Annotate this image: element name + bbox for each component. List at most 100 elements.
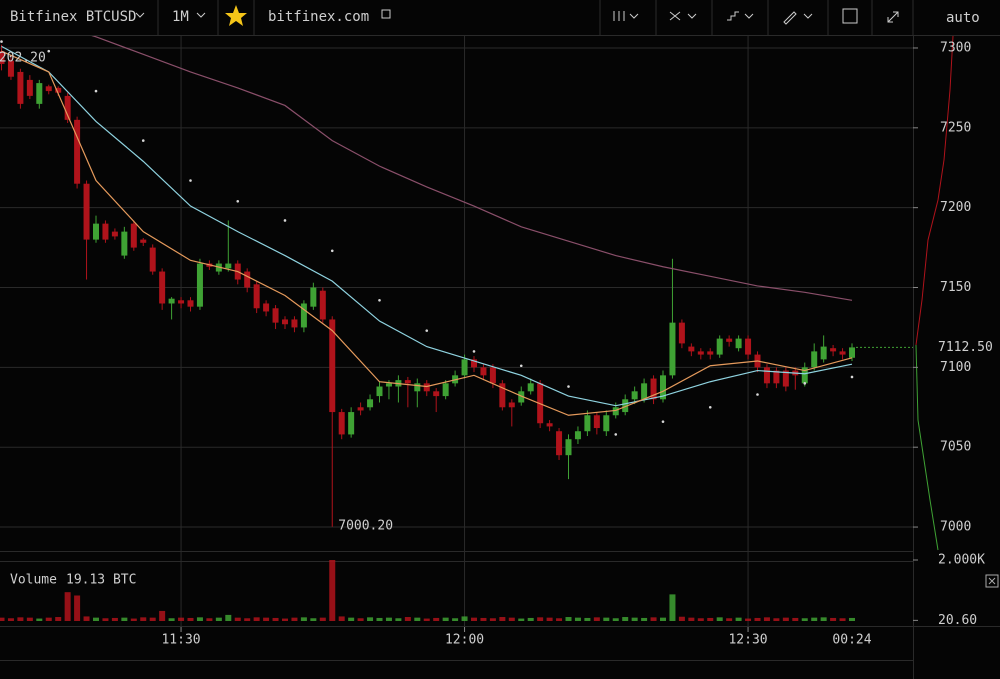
candle-body [36, 83, 43, 104]
volume-bar [414, 617, 421, 621]
candle-body [574, 431, 581, 440]
close-pane-button[interactable] [985, 574, 999, 588]
volume-bar [433, 617, 440, 621]
candle-body [376, 386, 383, 397]
moving-average [1, 50, 853, 416]
toolbar: Bitfinex BTCUSD 1M bitfinex.com auto [0, 0, 1000, 36]
volume-bar [178, 617, 185, 621]
interval-selector[interactable]: 1M [172, 9, 189, 25]
y-tick-label: 7250 [940, 120, 971, 135]
volume-bar [754, 617, 761, 621]
volume-bar [319, 617, 326, 621]
volume-bar [452, 618, 459, 621]
candle-body [631, 391, 638, 400]
sar-dot [236, 199, 240, 203]
moving-average [1, 45, 853, 407]
dropdown-arrow [196, 12, 206, 18]
candle-body [64, 95, 71, 120]
candle-body [801, 367, 808, 384]
candle-body [17, 71, 24, 104]
volume-bar [830, 617, 837, 621]
volume-bar [726, 618, 733, 621]
volume-bar [735, 617, 742, 621]
last-price-label: 7112.50 [938, 340, 993, 355]
symbol-selector[interactable]: Bitfinex BTCUSD [10, 9, 136, 25]
sar-dot [47, 49, 51, 53]
volume-bar [385, 617, 392, 621]
candle-body [688, 346, 695, 352]
candle-body [489, 367, 496, 384]
sar-dot [0, 40, 3, 43]
candle-body [338, 412, 345, 435]
sar-dot [189, 179, 192, 182]
y-tick-label: 7300 [940, 40, 971, 55]
candle-body [612, 407, 619, 416]
fullscreen-button[interactable] [887, 11, 899, 23]
compare-button[interactable] [727, 11, 754, 21]
candle-body [480, 367, 487, 376]
screenshot-button[interactable] [842, 8, 858, 24]
sar-dot [803, 382, 807, 385]
volume-bar [423, 618, 430, 621]
volume-bar [329, 560, 336, 621]
high-label: 7202.20 [0, 51, 46, 66]
candle-body [93, 223, 99, 240]
candle-body [45, 86, 52, 92]
indicators-button[interactable] [669, 11, 697, 21]
candle-body [55, 87, 62, 93]
candle-body [282, 319, 288, 325]
sar-dot [141, 139, 145, 142]
volume-bar [745, 618, 752, 621]
candle-body [272, 308, 279, 323]
dropdown-arrow [135, 12, 145, 18]
volume-bar [310, 618, 317, 621]
candle-body [603, 415, 610, 432]
volume-bar [272, 617, 279, 621]
volume-bar [102, 618, 109, 621]
volume-bar [763, 617, 770, 621]
x-tick-label: 12:00 [445, 633, 484, 648]
sar-dot [472, 350, 476, 353]
volume-bar [159, 610, 166, 621]
drawing-button[interactable] [783, 11, 813, 25]
countdown: 00:24 [832, 633, 871, 648]
grid [0, 36, 913, 626]
sar-dot [283, 219, 287, 222]
candle-body [593, 415, 600, 429]
candle-body [830, 348, 837, 352]
volume-bar [282, 618, 288, 621]
sar-dot [378, 298, 381, 302]
volume-bar [140, 617, 147, 621]
candle-body [773, 370, 780, 384]
volume-bar [480, 617, 487, 621]
volume-bar [55, 617, 62, 621]
candle-body [263, 303, 270, 312]
volume-bar [801, 618, 808, 621]
candle-body [7, 60, 14, 77]
volume-bar [574, 617, 581, 621]
candle-body [584, 415, 591, 432]
candle-body [745, 338, 752, 355]
candle-body [716, 338, 723, 355]
volume-legend-name: Volume [10, 573, 57, 588]
volume-bar [367, 617, 374, 621]
y-tick-label: 7150 [940, 280, 971, 295]
site-link[interactable]: bitfinex.com [268, 9, 369, 25]
low-label: 7000.20 [338, 519, 393, 534]
candle-body [697, 351, 704, 355]
candle-body [83, 183, 90, 240]
candle-body [300, 303, 307, 328]
candle-body [121, 231, 128, 256]
volume-bar [631, 617, 638, 621]
sar-dot [661, 420, 665, 423]
volume-bar [244, 618, 251, 621]
candle-body [763, 367, 770, 384]
favorite-star[interactable] [225, 5, 247, 26]
scale-mode[interactable]: auto [946, 10, 980, 26]
candle-body [849, 347, 855, 358]
candle-body [130, 223, 137, 248]
volume-bar [263, 617, 270, 621]
bar-style-button[interactable] [613, 11, 639, 21]
volume-tick-label: 20.60 [938, 613, 977, 628]
candle-body [546, 423, 553, 427]
